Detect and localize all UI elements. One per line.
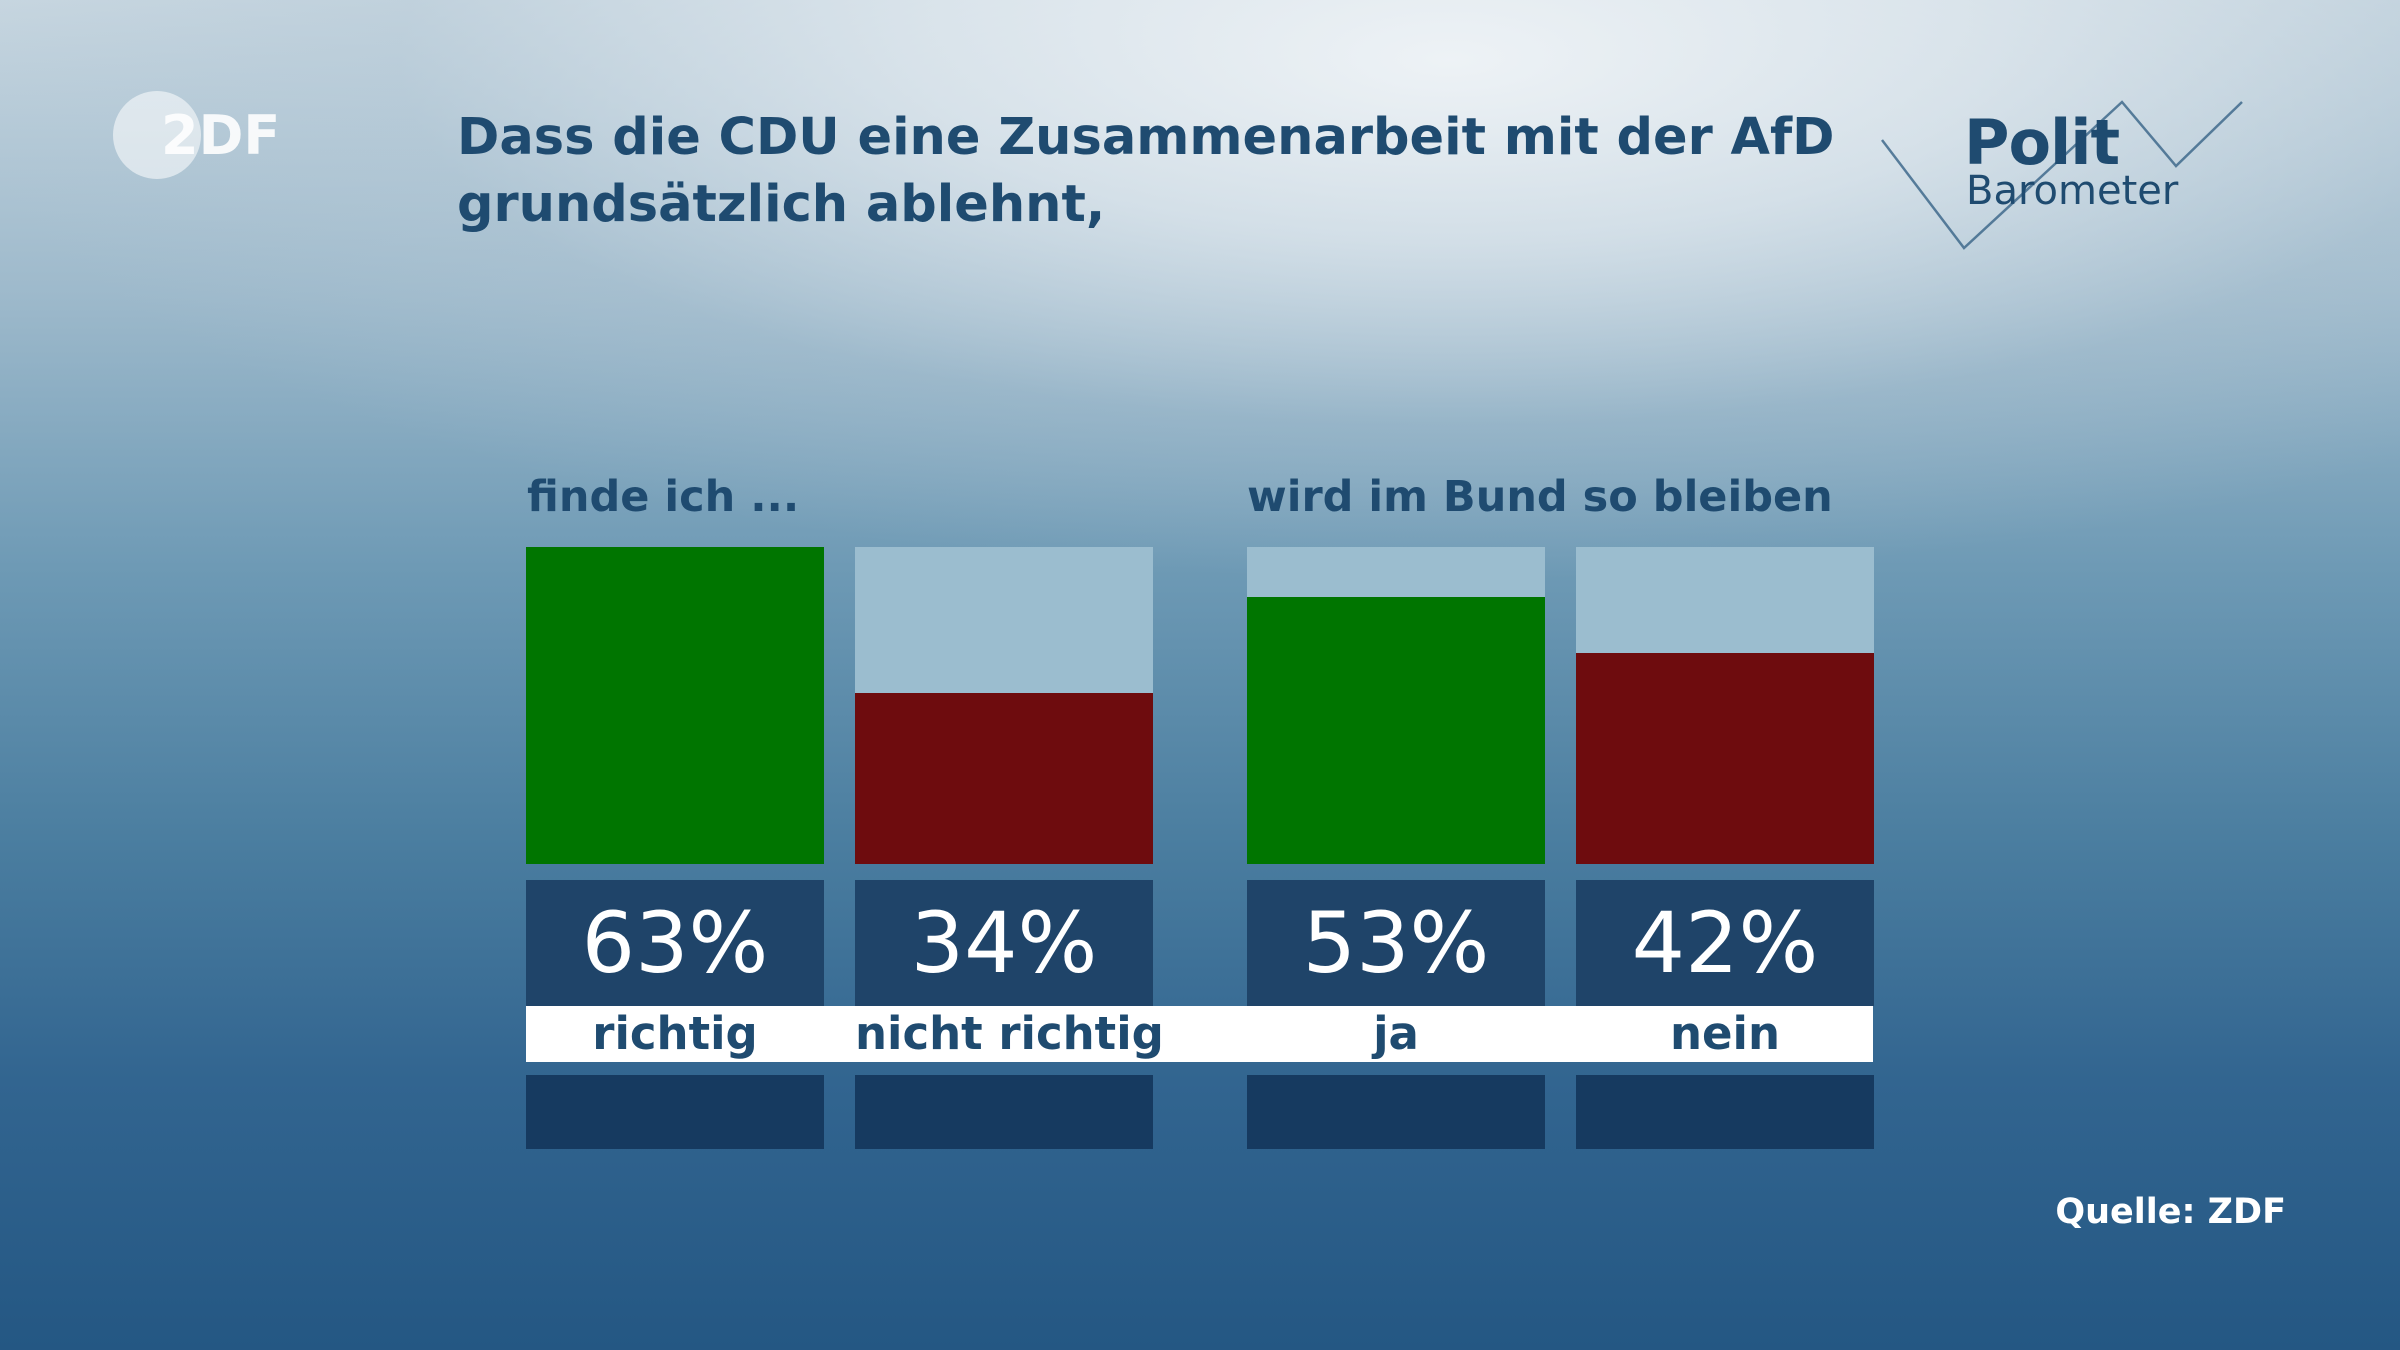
- bar-track-nein: [1576, 547, 1874, 864]
- zdf-logo-text: 2DF: [161, 104, 280, 167]
- footer-box-richtig: [526, 1075, 824, 1149]
- group-label-bund: wird im Bund so bleiben: [1247, 472, 1833, 522]
- bar-track-ja: [1247, 547, 1545, 864]
- title-line-2: grundsätzlich ablehnt,: [457, 175, 1106, 234]
- bar-nicht-richtig: [855, 692, 1153, 864]
- category-label-nicht-richtig: nicht richtig: [855, 1007, 1164, 1060]
- value-label-ja: 53%: [1247, 880, 1545, 1006]
- value-label-nein: 42%: [1576, 880, 1874, 1006]
- bar-ja: [1247, 597, 1545, 864]
- category-label-nein: nein: [1669, 1007, 1781, 1060]
- footer-box-ja: [1247, 1075, 1545, 1149]
- polit-text: Polit: [1964, 106, 2120, 179]
- zdf-logo: 2DF: [113, 90, 283, 180]
- category-label-richtig: richtig: [592, 1007, 758, 1060]
- barometer-text: Barometer: [1966, 168, 2179, 214]
- politbarometer-logo: Polit Barometer: [1878, 96, 2248, 256]
- bar-nein: [1576, 652, 1874, 864]
- category-label-ja: ja: [1373, 1007, 1419, 1060]
- category-label-strip: [526, 1006, 1873, 1062]
- bar-track-nicht-richtig: [855, 547, 1153, 864]
- footer-box-nein: [1576, 1075, 1874, 1149]
- bar-richtig: [526, 547, 824, 864]
- footer-box-nicht-richtig: [855, 1075, 1153, 1149]
- group-label-finde-ich: finde ich ...: [527, 472, 800, 522]
- chart-title: Dass die CDU eine Zusammenarbeit mit der…: [457, 104, 1837, 238]
- bar-track-richtig: [526, 547, 824, 864]
- value-label-nicht-richtig: 34%: [855, 880, 1153, 1006]
- value-label-richtig: 63%: [526, 880, 824, 1006]
- source-label: Quelle: ZDF: [2055, 1192, 2286, 1232]
- title-line-1: Dass die CDU eine Zusammenarbeit mit der…: [457, 108, 1835, 167]
